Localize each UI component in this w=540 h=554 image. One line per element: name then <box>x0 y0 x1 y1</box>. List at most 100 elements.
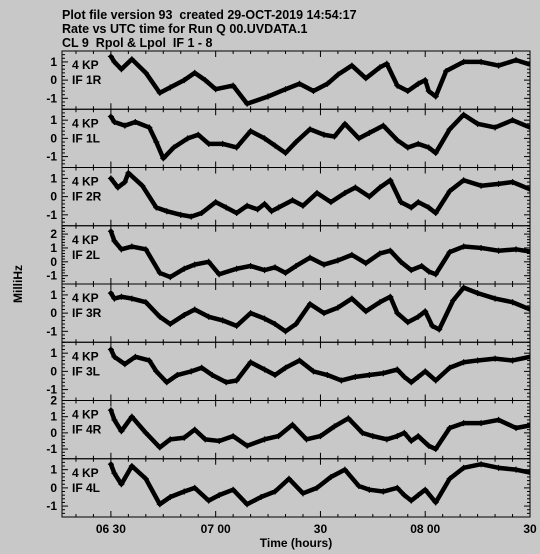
y-tick-label: -1 <box>46 150 57 164</box>
data-point <box>107 113 114 120</box>
panel-if-label: IF 4L <box>72 481 100 495</box>
y-tick-label: 0 <box>50 306 57 320</box>
data-series <box>108 407 530 452</box>
data-point <box>460 111 467 118</box>
data-point <box>474 290 481 297</box>
data-point <box>142 475 149 482</box>
data-point <box>163 208 170 215</box>
data-point <box>268 208 275 215</box>
data-point <box>341 466 348 473</box>
data-point <box>313 484 320 491</box>
data-point <box>132 118 139 125</box>
data-point <box>338 377 345 384</box>
data-point <box>355 135 362 142</box>
y-tick-label: -1 <box>46 91 57 105</box>
y-tick-label: 0 <box>50 426 57 440</box>
data-point <box>408 267 415 274</box>
data-point <box>191 306 198 313</box>
data-point <box>415 199 422 206</box>
data-point <box>478 58 485 65</box>
data-point <box>153 204 160 211</box>
data-series <box>108 347 530 385</box>
data-point <box>408 379 415 386</box>
data-point <box>244 100 251 107</box>
data-point <box>460 464 467 471</box>
data-point <box>167 84 174 91</box>
data-point <box>348 62 355 69</box>
data-point <box>188 213 195 220</box>
data-point <box>415 313 422 320</box>
data-point <box>128 463 135 470</box>
data-point <box>495 416 502 423</box>
data-point <box>118 293 125 300</box>
data-point <box>128 56 135 63</box>
y-tick-label: 0 <box>50 190 57 204</box>
data-point <box>299 202 306 209</box>
data-point <box>387 247 394 254</box>
x-tick-label: 30 <box>314 522 328 536</box>
y-tick-label: 0 <box>50 131 57 145</box>
data-point <box>348 295 355 302</box>
data-point <box>296 80 303 87</box>
data-point <box>394 484 401 491</box>
data-point <box>460 177 467 184</box>
data-point <box>359 429 366 436</box>
data-point <box>422 308 429 315</box>
y-tick-label: -1 <box>46 324 57 338</box>
y-tick-label: -1 <box>46 442 57 456</box>
data-point <box>397 199 404 206</box>
y-tick-label: -1 <box>46 499 57 513</box>
data-point <box>286 475 293 482</box>
data-point <box>184 135 191 142</box>
data-point <box>118 481 125 488</box>
data-point <box>156 269 163 276</box>
data-point <box>244 501 251 508</box>
data-point <box>142 429 149 436</box>
data-point <box>408 497 415 504</box>
data-point <box>170 144 177 151</box>
data-point <box>156 501 163 508</box>
data-point <box>247 359 254 366</box>
data-point <box>415 140 422 147</box>
data-point <box>446 425 453 432</box>
y-tick-label: -1 <box>46 208 57 222</box>
data-point <box>425 268 432 275</box>
y-tick-label: 1 <box>50 241 57 255</box>
panel-source-label: 4 KP <box>72 175 99 189</box>
data-point <box>404 319 411 326</box>
data-point <box>174 372 181 379</box>
data-point <box>261 366 268 373</box>
data-point <box>383 60 390 67</box>
y-tick-label: -1 <box>46 383 57 397</box>
data-point <box>334 257 341 264</box>
data-point <box>376 184 383 191</box>
data-point <box>275 433 282 440</box>
data-point <box>394 366 401 373</box>
data-point <box>156 313 163 320</box>
data-point <box>111 470 118 477</box>
data-point <box>317 433 324 440</box>
data-point <box>355 483 362 490</box>
y-tick-label: 1 <box>50 346 57 360</box>
data-point <box>324 372 331 379</box>
data-point <box>432 446 439 453</box>
data-point <box>492 124 499 131</box>
data-point <box>156 89 163 96</box>
data-point <box>436 326 443 333</box>
data-point <box>107 461 114 468</box>
data-point <box>362 260 369 267</box>
data-point <box>107 175 114 182</box>
data-point <box>509 357 516 364</box>
data-point <box>495 247 502 254</box>
data-point <box>111 118 118 125</box>
data-point <box>111 416 118 423</box>
data-point <box>513 57 520 64</box>
data-point <box>509 179 516 186</box>
data-series <box>108 112 530 161</box>
data-point <box>383 436 390 443</box>
data-point <box>233 210 240 217</box>
data-point <box>401 373 408 380</box>
data-point <box>107 407 114 414</box>
data-point <box>128 413 135 420</box>
y-tick-label: 1 <box>50 171 57 185</box>
